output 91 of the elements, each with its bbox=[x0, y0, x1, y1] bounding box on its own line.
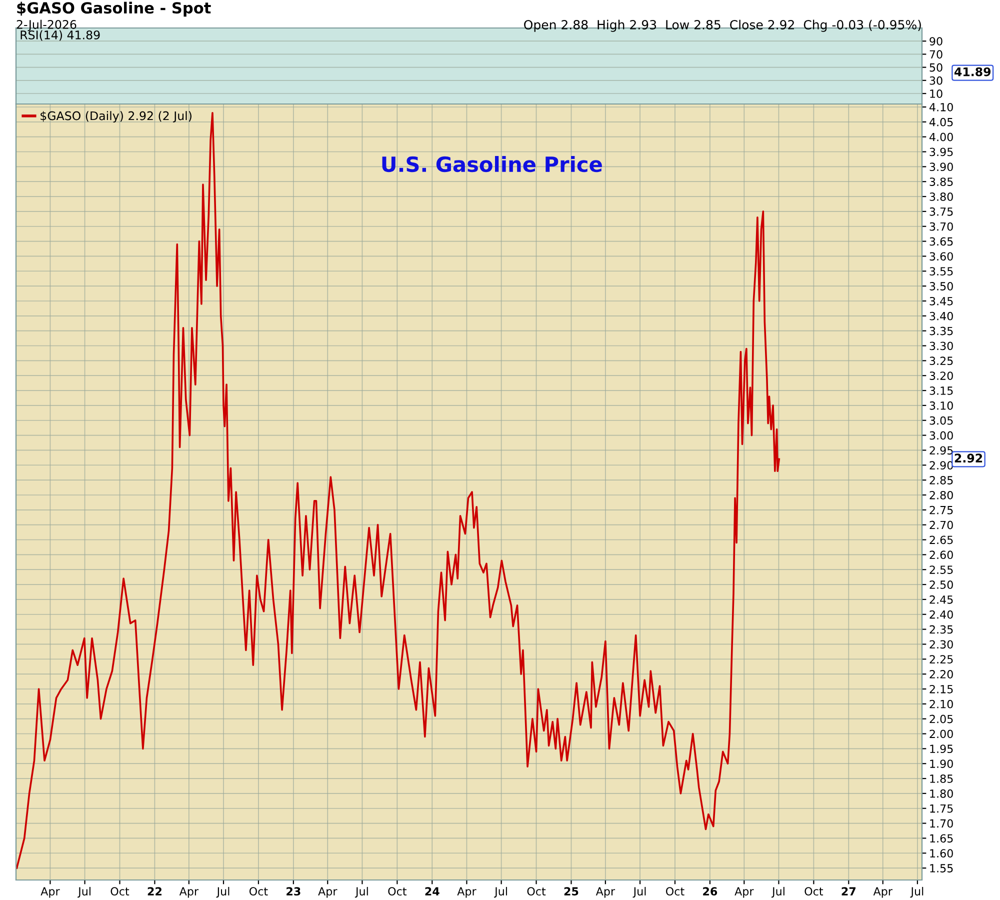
y-tick-label: 2.20 bbox=[930, 670, 953, 678]
x-tick-label: Jul bbox=[771, 886, 784, 898]
y-tick-label: 2.05 bbox=[930, 714, 953, 724]
y-tick-label: 3.05 bbox=[930, 416, 953, 425]
text: 41.89 bbox=[954, 67, 991, 76]
x-tick-label: Apr bbox=[318, 887, 338, 898]
y-tick-label: 3.25 bbox=[930, 356, 953, 366]
y-tick-label: 3.65 bbox=[930, 237, 953, 246]
annotation: Open 2.88 High 2.93 Low 2.85 Close 2.92 Chg -0.03 (-0.95%) bbox=[524, 20, 921, 32]
y-tick-label: 3.95 bbox=[930, 148, 953, 156]
y-tick-label: 2.25 bbox=[930, 655, 953, 664]
x-tick-label: Oct bbox=[804, 887, 824, 896]
x-tick-label: Jul bbox=[494, 886, 507, 898]
y-tick-label: 2.50 bbox=[930, 580, 953, 589]
y-tick-label: 1.90 bbox=[930, 760, 953, 768]
chart-title: $GASO Gasoline - Spot bbox=[17, 2, 211, 17]
y-tick-label: 3.40 bbox=[930, 312, 953, 320]
y-tick-label: 70 bbox=[930, 50, 942, 59]
y-tick-label: 1.65 bbox=[930, 834, 953, 843]
y-tick-label: 1.80 bbox=[930, 789, 953, 798]
y-tick-label: 2.70 bbox=[930, 520, 953, 530]
x-tick-label: Apr bbox=[179, 887, 199, 898]
annotation: RSI(14) 41.89 bbox=[20, 30, 100, 41]
y-tick-label: 3.00 bbox=[930, 431, 953, 440]
y-tick-label: 3.20 bbox=[930, 372, 953, 380]
x-tick-label: Apr bbox=[873, 887, 892, 898]
y-tick-label: 1.60 bbox=[930, 849, 953, 858]
y-tick-label: 2.40 bbox=[930, 610, 953, 619]
y-tick-label: 3.70 bbox=[930, 222, 953, 231]
line-series bbox=[16, 112, 780, 869]
text: 2.92 bbox=[954, 454, 982, 463]
y-tick-label: 3.55 bbox=[930, 267, 953, 276]
y-tick-label: 2.55 bbox=[930, 566, 953, 574]
y-tick-label: 2.75 bbox=[930, 506, 953, 514]
text: U.S. Gasoline Price bbox=[382, 156, 602, 172]
y-tick-label: 4.10 bbox=[929, 102, 953, 112]
x-tick-label: Oct bbox=[249, 887, 268, 896]
y-tick-label: 2.35 bbox=[930, 625, 953, 634]
y-tick-label: 30 bbox=[930, 76, 942, 85]
y-tick-label: 3.45 bbox=[930, 296, 953, 306]
x-tick-label: 25 bbox=[564, 887, 578, 896]
y-tick-label: 1.85 bbox=[930, 774, 953, 783]
y-tick-label: 3.85 bbox=[930, 178, 953, 186]
y-tick-label: 2.10 bbox=[930, 700, 953, 708]
y-tick-label: 1.75 bbox=[930, 804, 953, 813]
x-tick-label: 27 bbox=[842, 887, 856, 896]
y-tick-label: 3.50 bbox=[930, 282, 953, 290]
y-tick-label: 4.00 bbox=[929, 132, 953, 142]
y-tick-label: 50 bbox=[930, 63, 942, 72]
y-tick-label: 2.65 bbox=[930, 536, 953, 544]
x-tick-label: Apr bbox=[457, 887, 476, 898]
x-tick-label: Oct bbox=[666, 887, 684, 896]
x-tick-label: 24 bbox=[425, 887, 440, 896]
y-tick-label: 2.00 bbox=[930, 730, 953, 738]
x-tick-label: 26 bbox=[703, 887, 718, 896]
y-tick-label: 4.05 bbox=[929, 118, 953, 126]
y-tick-label: 2.30 bbox=[930, 640, 953, 649]
y-tick-label: 90 bbox=[930, 37, 942, 46]
y-tick-label: 2.45 bbox=[930, 595, 953, 604]
y-tick-label: 2.80 bbox=[930, 490, 953, 500]
x-tick-label: Jul bbox=[910, 886, 924, 898]
x-tick-label: Jul bbox=[216, 886, 230, 898]
y-tick-label: 1.70 bbox=[930, 819, 953, 828]
y-tick-label: 3.90 bbox=[930, 162, 953, 172]
y-tick-label: 1.95 bbox=[930, 744, 953, 754]
x-tick-label: 22 bbox=[148, 887, 162, 896]
chart-subtitle: 2-Jul-2026 bbox=[16, 20, 76, 32]
y-tick-label: 3.10 bbox=[930, 401, 953, 410]
x-tick-label: Oct bbox=[527, 887, 546, 896]
x-tick-label: Jul bbox=[354, 886, 368, 898]
x-tick-label: Apr bbox=[40, 887, 60, 898]
y-tick-label: 2.95 bbox=[930, 446, 953, 455]
y-tick-label: 3.30 bbox=[930, 342, 953, 350]
y-tick-label: 3.15 bbox=[930, 386, 953, 395]
x-tick-label: Jul bbox=[632, 886, 646, 898]
y-tick-label: 3.75 bbox=[930, 207, 953, 216]
y-tick-label: 3.35 bbox=[930, 326, 953, 336]
y-tick-label: 2.60 bbox=[930, 550, 953, 560]
x-tick-label: Oct bbox=[110, 887, 130, 896]
y-tick-label: 2.85 bbox=[930, 476, 953, 484]
legend-label: $GASO (Daily) 2.92 (2 Jul) bbox=[40, 111, 192, 123]
x-tick-label: Oct bbox=[388, 887, 407, 896]
y-tick-label: 2.15 bbox=[930, 684, 953, 694]
x-tick-label: Apr bbox=[596, 887, 616, 898]
x-tick-label: 23 bbox=[286, 887, 300, 896]
y-tick-label: 3.80 bbox=[930, 192, 953, 201]
y-tick-label: 1.55 bbox=[930, 864, 953, 872]
y-tick-label: 10 bbox=[930, 89, 942, 98]
y-tick-label: 3.60 bbox=[930, 252, 953, 261]
x-tick-label: Jul bbox=[78, 886, 90, 898]
x-tick-label: Apr bbox=[734, 887, 754, 898]
